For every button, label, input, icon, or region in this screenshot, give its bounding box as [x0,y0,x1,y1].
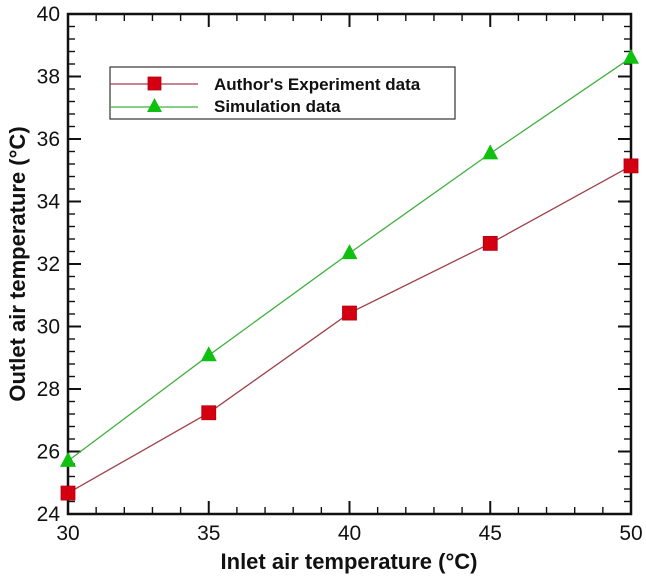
y-axis-tick-labels: 24 26 28 30 32 34 36 38 40 [37,3,61,526]
y-tick-label: 28 [37,378,60,401]
data-point-triangle-icon [200,346,217,362]
legend-box [109,66,456,120]
y-tick-label: 38 [37,66,60,89]
data-point-square-icon [201,405,217,421]
y-tick-label: 26 [37,441,60,464]
y-tick-label: 24 [37,503,61,526]
data-point-square-icon [60,485,76,501]
data-point-triangle-icon [341,244,358,260]
data-point-triangle-icon [482,144,499,160]
x-tick-label: 30 [56,522,79,545]
legend-label-experiment: Author's Experiment data [214,75,421,94]
legend: Author's Experiment data Simulation data [109,66,456,120]
x-axis-title: Inlet air temperature (°C) [221,549,478,574]
data-point-square-icon [623,158,639,174]
x-axis-tick-labels: 30 35 40 45 50 [56,522,642,545]
y-tick-label: 32 [37,253,60,276]
legend-marker-square-icon [147,76,162,91]
y-tick-label: 40 [37,3,60,26]
series-layer [60,48,639,501]
series-experiment [60,158,639,501]
legend-label-simulation: Simulation data [214,97,341,116]
x-tick-label: 35 [197,522,220,545]
x-tick-label: 45 [479,522,502,545]
data-point-triangle-icon [623,48,639,64]
y-tick-label: 36 [37,128,60,151]
series-simulation [60,48,639,467]
x-tick-label: 40 [338,522,361,545]
data-point-square-icon [482,235,498,251]
plot-frame [66,12,633,516]
y-axis-title: Outlet air temperature (°C) [5,126,30,401]
series-line [67,165,632,494]
y-tick-label: 30 [37,316,60,339]
legend-marker-triangle-icon [147,98,162,112]
x-tick-label: 50 [619,522,642,545]
y-tick-label: 34 [37,191,61,214]
data-point-triangle-icon [60,451,76,467]
data-point-square-icon [342,305,357,321]
